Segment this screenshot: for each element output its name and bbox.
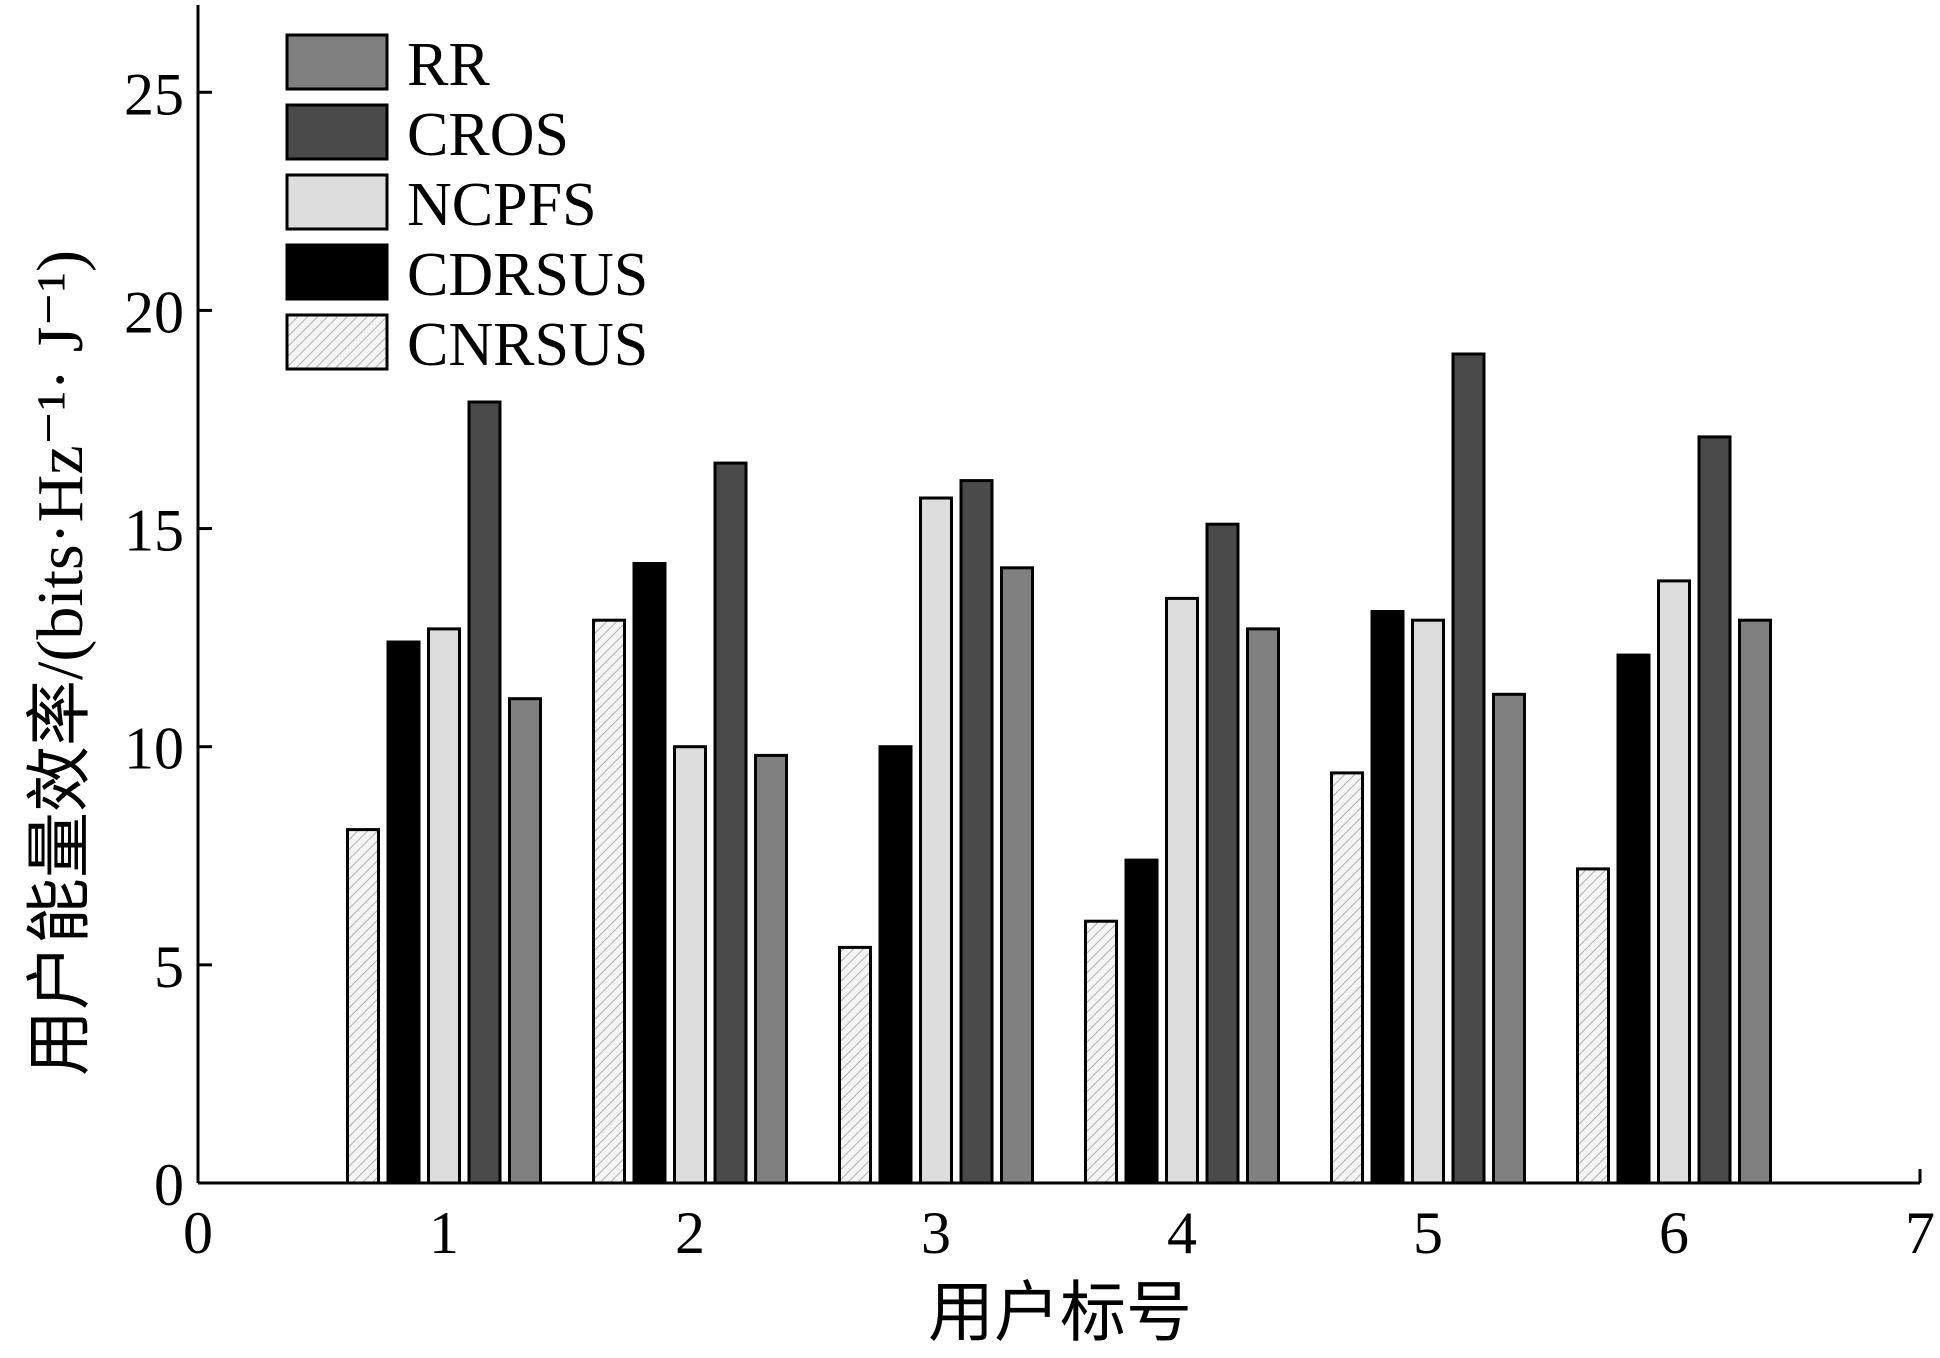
bar-cdrsus-user-1 bbox=[386, 640, 421, 1185]
legend-label-cdrsus: CDRSUS bbox=[407, 241, 648, 309]
y-axis-title: 用户能量效率/(bits·Hz⁻¹· J⁻¹) bbox=[24, 250, 97, 1076]
x-tick-label: 1 bbox=[429, 1200, 459, 1266]
x-tick-label: 4 bbox=[1167, 1200, 1197, 1266]
legend-swatch-cros bbox=[285, 103, 389, 161]
bar-cnrsus-user-2 bbox=[592, 618, 626, 1185]
y-tick-label: 10 bbox=[124, 716, 184, 782]
legend-label-ncpfs: NCPFS bbox=[407, 171, 597, 239]
bar-cnrsus-user-3 bbox=[838, 945, 872, 1185]
bar-cros-user-3 bbox=[959, 479, 994, 1185]
x-tick-label: 3 bbox=[921, 1200, 951, 1266]
legend-swatch-cdrsus bbox=[285, 243, 389, 301]
legend-swatch-cnrsus bbox=[285, 313, 389, 371]
bar-rr-user-3 bbox=[1000, 566, 1034, 1185]
y-tick-label: 20 bbox=[124, 279, 184, 345]
bar-cros-user-5 bbox=[1451, 352, 1486, 1185]
bar-rr-user-5 bbox=[1492, 692, 1526, 1185]
legend-swatch-rr bbox=[285, 33, 389, 91]
legend-label-cros: CROS bbox=[407, 101, 569, 169]
x-tick-label: 6 bbox=[1659, 1200, 1689, 1266]
bar-cdrsus-user-5 bbox=[1370, 610, 1405, 1185]
bar-cdrsus-user-4 bbox=[1124, 858, 1159, 1185]
bar-cnrsus-user-6 bbox=[1576, 867, 1610, 1185]
bar-cdrsus-user-3 bbox=[878, 745, 913, 1185]
bar-cnrsus-user-4 bbox=[1084, 919, 1118, 1185]
bar-cdrsus-user-6 bbox=[1616, 653, 1651, 1185]
x-axis-title: 用户标号 bbox=[928, 1277, 1192, 1350]
legend-label-cnrsus: CNRSUS bbox=[407, 311, 648, 379]
legend-label-rr: RR bbox=[407, 31, 490, 99]
bar-rr-user-4 bbox=[1246, 627, 1280, 1185]
bar-cros-user-2 bbox=[713, 461, 748, 1185]
bar-cros-user-1 bbox=[467, 400, 502, 1185]
bar-cros-user-4 bbox=[1205, 522, 1240, 1185]
bar-cros-user-6 bbox=[1697, 435, 1732, 1185]
x-tick-label: 0 bbox=[183, 1200, 213, 1266]
x-tick-label: 5 bbox=[1413, 1200, 1443, 1266]
y-tick-label: 0 bbox=[154, 1152, 184, 1218]
bar-ncpfs-user-1 bbox=[427, 627, 461, 1185]
bar-cdrsus-user-2 bbox=[632, 562, 667, 1185]
legend-swatch-ncpfs bbox=[285, 173, 389, 231]
bar-ncpfs-user-4 bbox=[1165, 596, 1199, 1185]
bar-ncpfs-user-3 bbox=[919, 496, 953, 1185]
y-tick-label: 25 bbox=[124, 61, 184, 127]
x-tick-label: 2 bbox=[675, 1200, 705, 1266]
y-tick-label: 5 bbox=[154, 934, 184, 1000]
bar-ncpfs-user-5 bbox=[1411, 618, 1445, 1185]
y-tick-label: 15 bbox=[124, 498, 184, 564]
bar-cnrsus-user-5 bbox=[1330, 771, 1364, 1185]
bar-ncpfs-user-6 bbox=[1657, 579, 1691, 1185]
bar-ncpfs-user-2 bbox=[673, 745, 707, 1185]
bar-rr-user-6 bbox=[1738, 618, 1772, 1185]
bars bbox=[346, 352, 1772, 1185]
bar-rr-user-1 bbox=[508, 697, 542, 1185]
x-tick-label: 7 bbox=[1905, 1200, 1935, 1266]
bar-cnrsus-user-1 bbox=[346, 828, 380, 1185]
bar-rr-user-2 bbox=[754, 753, 788, 1185]
